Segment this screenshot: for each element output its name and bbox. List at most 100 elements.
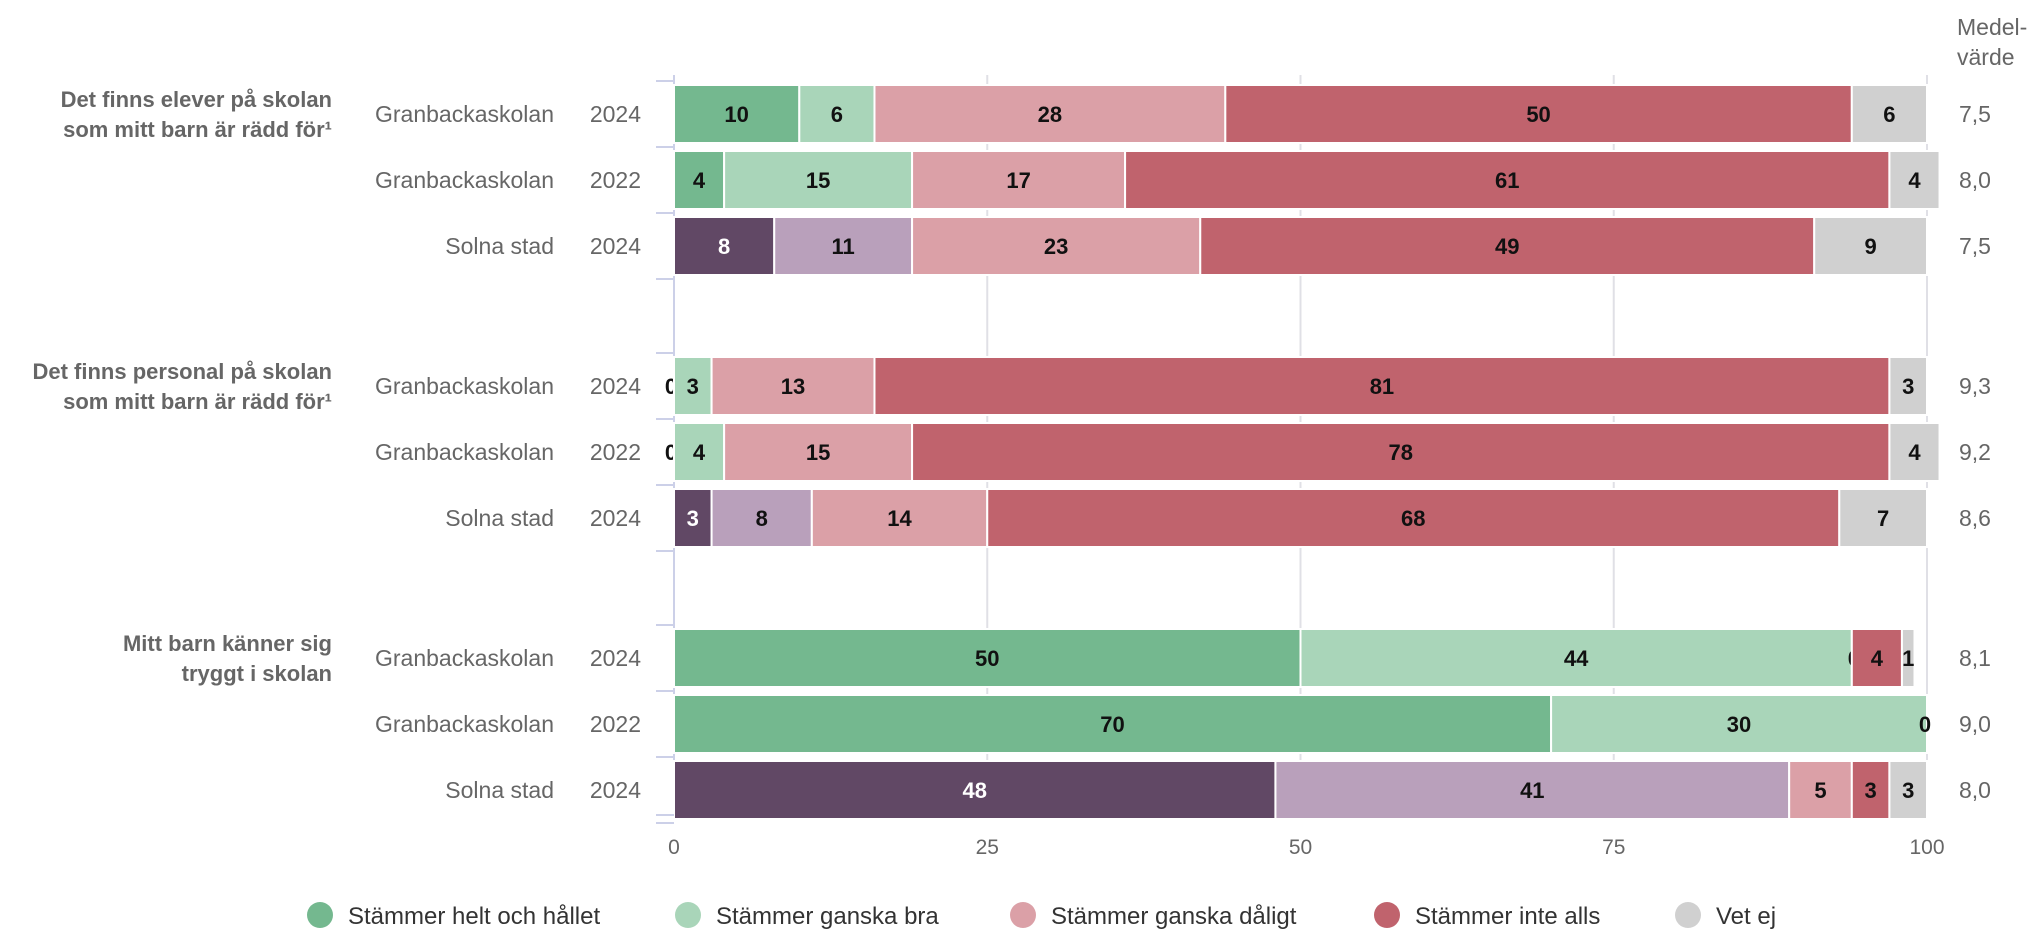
bar-value-label: 70 xyxy=(1100,712,1124,737)
row-unit-label: Solna stad xyxy=(445,777,554,803)
row-year-label: 2022 xyxy=(590,439,641,465)
legend-label: Stämmer ganska bra xyxy=(716,903,939,930)
row-mean-value: 8,0 xyxy=(1959,777,1991,803)
bar-value-label: 17 xyxy=(1006,168,1030,193)
bar-segment xyxy=(1813,216,1928,276)
legend-label: Stämmer ganska dåligt xyxy=(1051,903,1297,930)
bar-value-label: 41 xyxy=(1520,778,1544,803)
bar-segment xyxy=(673,760,1277,820)
bar-value-label: 6 xyxy=(1883,102,1895,127)
bar-segment xyxy=(1888,150,1941,210)
bar-segment xyxy=(1550,694,1928,754)
question-label: Mitt barn känner sig xyxy=(123,631,332,656)
x-tick-label: 50 xyxy=(1289,836,1312,859)
bar-value-label: 3 xyxy=(1864,778,1876,803)
bar-segment xyxy=(986,488,1841,548)
bar-value-label: 44 xyxy=(1564,646,1589,671)
bar-segment xyxy=(1838,488,1929,548)
bar-value-label: 4 xyxy=(1871,646,1884,671)
bar-value-label: 15 xyxy=(806,168,830,193)
row-unit-label: Granbackaskolan xyxy=(375,439,554,465)
row-unit-label: Granbackaskolan xyxy=(375,373,554,399)
bar-segment xyxy=(1888,422,1941,482)
bar-value-label: 61 xyxy=(1495,168,1519,193)
bar-segment xyxy=(873,356,1891,416)
bar-value-label: 3 xyxy=(1902,374,1914,399)
legend-marker xyxy=(307,902,333,928)
legend-marker xyxy=(675,902,701,928)
row-mean-value: 7,5 xyxy=(1959,233,1991,259)
question-label: som mitt barn är rädd för¹ xyxy=(63,117,332,142)
bar-value-label: 8 xyxy=(756,506,768,531)
bar-value-label: 50 xyxy=(975,646,999,671)
legend-marker xyxy=(1010,902,1036,928)
bar-segment xyxy=(673,84,801,144)
bar-segment xyxy=(1900,628,1916,688)
x-tick-label: 75 xyxy=(1602,836,1625,859)
bar-segment xyxy=(873,84,1227,144)
row-year-label: 2024 xyxy=(590,373,641,399)
row-mean-value: 8,1 xyxy=(1959,645,1991,671)
legend-marker xyxy=(1374,902,1400,928)
bar-value-label: 28 xyxy=(1038,102,1062,127)
row-year-label: 2024 xyxy=(590,505,641,531)
bar-value-label: 0 xyxy=(1919,712,1931,737)
row-year-label: 2022 xyxy=(590,711,641,737)
bar-segment xyxy=(1850,84,1928,144)
bar-value-label: 1 xyxy=(1902,646,1914,671)
bar-segment xyxy=(723,422,914,482)
bar-segment xyxy=(1888,356,1929,416)
bar-value-label: 3 xyxy=(687,374,699,399)
row-mean-value: 9,2 xyxy=(1959,439,1991,465)
bar-value-label: 23 xyxy=(1044,234,1068,259)
bar-value-label: 13 xyxy=(781,374,805,399)
row-mean-value: 9,3 xyxy=(1959,373,1991,399)
mean-header-line1: Medel- xyxy=(1957,14,2027,40)
row-year-label: 2024 xyxy=(590,101,641,127)
bar-segment xyxy=(710,356,876,416)
bar-segment xyxy=(673,216,776,276)
row-unit-label: Granbackaskolan xyxy=(375,645,554,671)
bar-value-label: 4 xyxy=(1908,168,1921,193)
bar-value-label: 6 xyxy=(831,102,843,127)
x-tick-label: 25 xyxy=(976,836,999,859)
bar-value-label: 3 xyxy=(1902,778,1914,803)
bar-value-label: 15 xyxy=(806,440,830,465)
bar-segment xyxy=(673,356,713,416)
row-mean-value: 8,6 xyxy=(1959,505,1991,531)
row-mean-value: 8,0 xyxy=(1959,167,1991,193)
bar-value-label: 48 xyxy=(962,778,986,803)
row-unit-label: Granbackaskolan xyxy=(375,167,554,193)
bar-value-label: 4 xyxy=(693,168,706,193)
bar-value-label: 8 xyxy=(718,234,730,259)
legend-marker xyxy=(1675,902,1701,928)
bar-segment xyxy=(673,488,713,548)
bar-value-label: 14 xyxy=(887,506,912,531)
x-tick-label: 100 xyxy=(1909,836,1944,859)
bar-value-label: 81 xyxy=(1370,374,1394,399)
bar-segment xyxy=(710,488,813,548)
bar-value-label: 50 xyxy=(1526,102,1550,127)
row-unit-label: Granbackaskolan xyxy=(375,711,554,737)
row-year-label: 2024 xyxy=(590,645,641,671)
bar-segment xyxy=(911,216,1202,276)
bar-segment xyxy=(810,488,989,548)
bar-value-label: 9 xyxy=(1864,234,1876,259)
row-year-label: 2024 xyxy=(590,233,641,259)
bar-segment xyxy=(673,628,1302,688)
legend-label: Vet ej xyxy=(1716,903,1776,930)
bar-value-label: 7 xyxy=(1877,506,1889,531)
bar-value-label: 4 xyxy=(1908,440,1921,465)
bar-value-label: 5 xyxy=(1814,778,1826,803)
question-label: som mitt barn är rädd för¹ xyxy=(63,389,332,414)
legend-label: Stämmer inte alls xyxy=(1415,903,1600,930)
bar-value-label: 4 xyxy=(693,440,706,465)
bar-segment xyxy=(1850,760,1891,820)
bar-value-label: 49 xyxy=(1495,234,1519,259)
bar-segment xyxy=(673,694,1553,754)
bar-segment xyxy=(1299,628,1853,688)
question-label: Det finns elever på skolan xyxy=(61,87,332,112)
bar-value-label: 78 xyxy=(1388,440,1412,465)
bar-value-label: 10 xyxy=(724,102,748,127)
